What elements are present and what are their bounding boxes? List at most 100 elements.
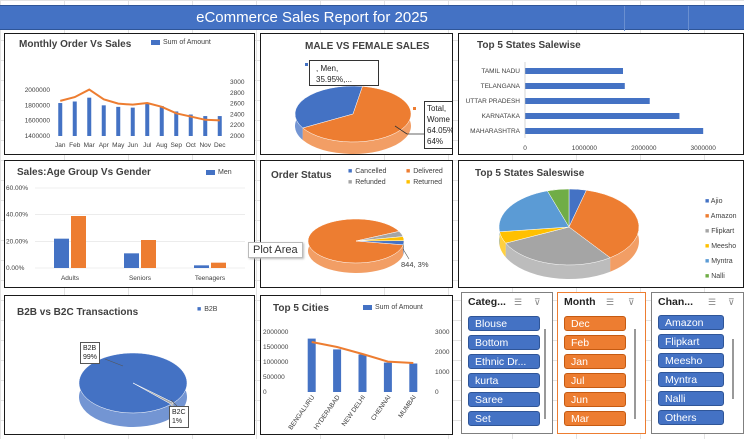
- cities-legend: Sum of Amount: [363, 304, 423, 311]
- age-chart-title: Sales:Age Group Vs Gender: [17, 167, 151, 178]
- bar: [72, 101, 77, 136]
- legend-returned: ■ Returned: [406, 179, 443, 186]
- leader-line: [104, 358, 124, 367]
- y-tick-label: 2000000: [25, 87, 51, 94]
- slicer-item-jun[interactable]: Jun: [564, 392, 626, 407]
- multi-select-icon[interactable]: ☰: [514, 297, 523, 307]
- y-tick-label: 1800000: [25, 102, 51, 109]
- states-pie-chart[interactable]: Top 5 States Saleswise ■ Ajio ■ Amazon ■…: [458, 160, 744, 288]
- top-states-bar-chart[interactable]: Top 5 States Salewise TAMIL NADU TELANGAN…: [458, 33, 744, 155]
- bar: [54, 238, 69, 268]
- multi-select-icon[interactable]: ☰: [708, 297, 717, 307]
- y-tick-label: 1600000: [25, 118, 51, 125]
- y-tick-label: KARNATAKA: [482, 113, 521, 120]
- order-status-chart[interactable]: Order Status ■ Cancelled ■ Delivered ■ Refu…: [260, 160, 453, 288]
- states-pie-slice: [498, 190, 570, 233]
- slicer-item-set[interactable]: Set: [468, 411, 540, 426]
- slicer-item-jan[interactable]: Jan: [564, 354, 626, 369]
- states-pie-side: [499, 231, 506, 258]
- slicer-item-ethnic-dress[interactable]: Ethnic Dr...: [468, 354, 540, 369]
- clear-filter-icon[interactable]: ⊽: [728, 297, 735, 307]
- monthly-chart-title: Monthly Order Vs Sales: [19, 39, 132, 50]
- slicer-item-myntra[interactable]: Myntra: [658, 372, 724, 387]
- report-title: eCommerce Sales Report for 2025: [196, 9, 428, 26]
- bar: [124, 253, 139, 268]
- slicer-item-dec[interactable]: Dec: [564, 316, 626, 331]
- channel-scrollbar[interactable]: [732, 339, 734, 399]
- age-legend: Men: [206, 169, 232, 176]
- leader-line: [170, 399, 178, 407]
- b2c-data-label: B2C 1%: [169, 406, 189, 428]
- multi-select-icon[interactable]: ☰: [606, 297, 615, 307]
- monthly-chart[interactable]: Monthly Order Vs Sales Sum of Amount 200…: [4, 33, 255, 155]
- slicer-item-amazon[interactable]: Amazon: [658, 315, 724, 330]
- legend-cancelled: ■ Cancelled: [348, 168, 387, 175]
- channel-slicer[interactable]: Chan... ☰ ⊽ Amazon Flipkart Meesho Myntr…: [651, 292, 744, 434]
- x-tick-label: Teenagers: [195, 275, 226, 282]
- slicer-item-nalli[interactable]: Nalli: [658, 391, 724, 406]
- x-tick-label: 1000000: [572, 145, 598, 152]
- b2b-data-label: B2B 99%: [80, 342, 101, 364]
- age-chart[interactable]: Sales:Age Group Vs Gender Men 60.00% 40.0…: [4, 160, 255, 288]
- month-slicer[interactable]: Month ☰ ⊽ Dec Feb Jan Jul Jun Mar: [557, 292, 646, 434]
- b2b-legend: ■ B2B: [197, 306, 218, 313]
- states-pie-slice: [568, 189, 640, 259]
- bar: [525, 83, 625, 89]
- gender-chart[interactable]: MALE VS FEMALE SALES , Men, 35.95%,... T…: [260, 33, 453, 155]
- y-tick-label: MAHARASHTRA: [470, 128, 521, 135]
- bar: [188, 114, 193, 136]
- b2b-chart-title: B2B vs B2C Transactions: [17, 307, 139, 318]
- slicer-item-kurta[interactable]: kurta: [468, 373, 540, 388]
- month-scrollbar[interactable]: [634, 329, 636, 419]
- top-states-bar-title: Top 5 States Salewise: [477, 40, 581, 51]
- states-pie-legend: ■ Ajio ■ Amazon ■ Flipkart ■ Meesho ■ My…: [705, 194, 736, 284]
- category-slicer[interactable]: Categ... ☰ ⊽ Blouse Bottom Ethnic Dr... …: [461, 292, 553, 434]
- clear-filter-icon[interactable]: ⊽: [628, 297, 635, 307]
- bar: [383, 362, 392, 392]
- bar: [525, 128, 704, 134]
- x-tick-label: CHENNAI: [370, 394, 393, 422]
- channel-slicer-header: Chan...: [658, 296, 694, 308]
- slicer-item-jul[interactable]: Jul: [564, 373, 626, 388]
- bar: [87, 97, 92, 136]
- x-tick-label: Feb: [69, 142, 81, 149]
- gender-pie-slice: [294, 85, 363, 129]
- slicer-item-bottom[interactable]: Bottom: [468, 335, 540, 350]
- y-tick-label: 1500000: [263, 344, 289, 351]
- slicer-item-saree[interactable]: Saree: [468, 392, 540, 407]
- legend-delivered: ■ Delivered: [406, 168, 443, 175]
- slicer-item-meesho[interactable]: Meesho: [658, 353, 724, 368]
- cities-chart[interactable]: Top 5 Cities Sum of Amount 2000000 150000…: [260, 295, 453, 435]
- y2-tick-label: 2000: [435, 349, 450, 356]
- y-tick-label: 60.00%: [6, 185, 28, 192]
- slicer-item-mar[interactable]: Mar: [564, 411, 626, 426]
- leader-line: [402, 248, 410, 260]
- slicer-item-blouse[interactable]: Blouse: [468, 316, 540, 331]
- legend-marker: [305, 63, 308, 66]
- bar: [211, 262, 226, 268]
- slicer-item-others[interactable]: Others: [658, 410, 724, 425]
- b2b-chart[interactable]: B2B vs B2C Transactions ■ B2B B2B 99% B2C 1…: [4, 295, 255, 435]
- y2-tick-label: 3000: [230, 79, 245, 86]
- bar: [159, 106, 164, 136]
- x-tick-label: Seniors: [129, 275, 152, 282]
- bar: [174, 111, 179, 136]
- y2-tick-label: 2600: [230, 101, 245, 108]
- bar: [141, 240, 156, 268]
- y2-tick-label: 0: [435, 389, 439, 396]
- slicer-item-flipkart[interactable]: Flipkart: [658, 334, 724, 349]
- title-banner: eCommerce Sales Report for 2025: [0, 5, 744, 31]
- x-tick-label: Jun: [128, 142, 139, 149]
- x-tick-label: MUMBAI: [397, 394, 418, 419]
- y2-tick-label: 3000: [435, 329, 450, 336]
- bar: [307, 338, 316, 392]
- category-scrollbar[interactable]: [544, 329, 546, 419]
- slicer-item-feb[interactable]: Feb: [564, 335, 626, 350]
- states-pie-slice: [546, 188, 570, 228]
- x-tick-label: Oct: [186, 142, 196, 149]
- y-tick-label: 500000: [263, 374, 285, 381]
- leader-line: [394, 125, 408, 135]
- y-tick-label: 0.00%: [6, 265, 25, 272]
- clear-filter-icon[interactable]: ⊽: [534, 297, 541, 307]
- monthly-legend: Sum of Amount: [151, 39, 211, 46]
